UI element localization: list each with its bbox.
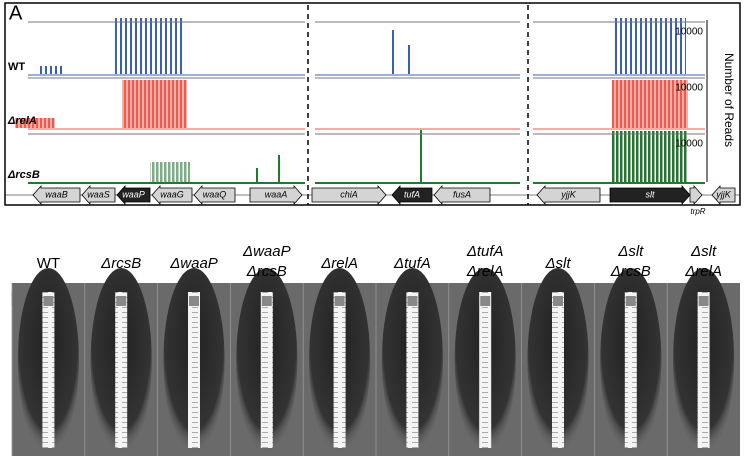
gene-arrow	[81, 184, 116, 206]
gene-label: waaQ	[203, 189, 227, 199]
read-spikes	[122, 80, 187, 128]
gene-arrow	[536, 184, 601, 206]
strain-label: ΔrcsB	[100, 255, 141, 272]
read-spikes	[392, 30, 394, 74]
strain-label: Δslt	[617, 243, 644, 260]
gene-label: trpR	[690, 207, 705, 216]
strip-logo	[480, 296, 491, 306]
gene-label: waaS	[87, 189, 110, 199]
strip-logo	[553, 296, 563, 306]
gene-arrow	[32, 184, 81, 206]
y-tick-label: 10000	[675, 83, 703, 94]
read-spikes	[113, 18, 185, 74]
strain-label: ΔrcsB	[246, 263, 287, 280]
gene-label: waaB	[45, 189, 68, 199]
y-axis-label: Number of Reads	[722, 53, 736, 147]
strain-label: ΔrelA	[684, 263, 722, 280]
etest-strip	[333, 292, 346, 448]
read-spikes	[408, 45, 410, 74]
y-tick-label: 10000	[675, 27, 703, 38]
gene-label: waaG	[160, 189, 184, 199]
gene-arrow	[311, 184, 387, 206]
gene-label: tufA	[404, 189, 420, 199]
etest-strip	[552, 292, 564, 448]
strain-label: ΔwaaP	[242, 243, 291, 260]
strain-label: ΔrelA	[320, 255, 358, 272]
etest-strip	[624, 292, 637, 448]
gene-arrow	[609, 184, 691, 206]
strain-label: WT	[37, 255, 60, 272]
strip-logo	[43, 296, 54, 306]
strip-logo	[407, 296, 418, 306]
etest-strip	[42, 292, 55, 448]
track-label: ΔrcsB	[7, 169, 40, 181]
panel-a-frame	[4, 2, 741, 206]
gene-arrow	[711, 184, 736, 206]
read-spikes	[40, 66, 65, 74]
strip-logo	[116, 296, 127, 306]
strip-logo	[625, 296, 636, 306]
strip-logo	[698, 296, 709, 306]
gene-arrow	[151, 184, 193, 206]
read-spikes	[612, 80, 688, 128]
read-spikes	[15, 118, 55, 128]
read-spikes	[612, 18, 686, 74]
gene-arrow	[249, 184, 303, 206]
read-spikes	[420, 130, 422, 182]
etest-strip	[260, 292, 273, 448]
gene-label: waaA	[265, 189, 288, 199]
strain-label: ΔtufA	[393, 255, 431, 272]
strain-label: ΔrelA	[466, 263, 504, 280]
read-tracks	[15, 18, 688, 182]
etest-strip	[697, 292, 710, 448]
strain-label: Δslt	[690, 243, 717, 260]
etest-strip	[479, 292, 492, 448]
gene-label: slt	[646, 189, 655, 199]
strain-label: ΔwaaP	[169, 255, 218, 272]
gene-label: fusA	[453, 189, 471, 199]
read-spikes	[278, 155, 280, 182]
gene-label: chiA	[340, 189, 358, 199]
etest-strip	[406, 292, 419, 448]
gene-arrow	[433, 184, 491, 206]
read-spikes	[256, 168, 258, 182]
gene-label: yjjK	[560, 189, 576, 199]
gene-arrow	[116, 184, 151, 206]
strip-logo	[189, 296, 199, 306]
etest-strip	[188, 292, 200, 448]
gene-label: waaP	[122, 189, 145, 199]
gene-label: yjjK	[715, 189, 731, 199]
strain-label: Δslt	[544, 255, 571, 272]
read-spikes	[612, 131, 688, 182]
y-tick-label: 10000	[675, 139, 703, 150]
track-label: ΔrelA	[7, 115, 37, 127]
strip-logo	[261, 296, 272, 306]
strain-label: ΔtufA	[466, 243, 504, 260]
gene-arrow	[391, 184, 433, 206]
strain-label: ΔrcsB	[610, 263, 651, 280]
track-label: WT	[8, 61, 25, 73]
gene-arrow	[193, 184, 236, 206]
read-spikes	[150, 162, 190, 182]
strip-logo	[334, 296, 345, 306]
etest-strip	[115, 292, 128, 448]
gene-arrow	[689, 184, 703, 206]
panel-label: A	[9, 2, 23, 24]
